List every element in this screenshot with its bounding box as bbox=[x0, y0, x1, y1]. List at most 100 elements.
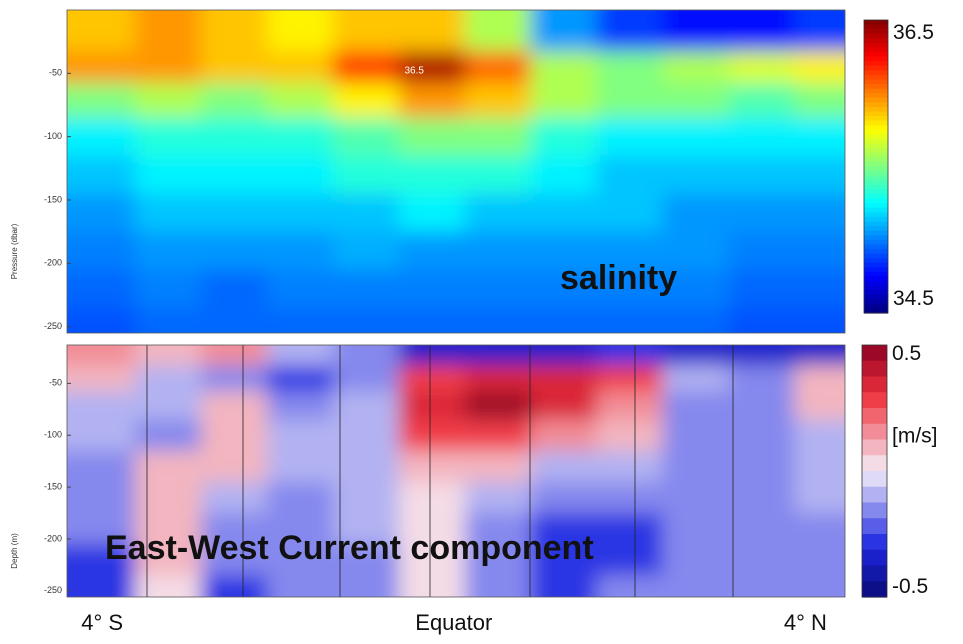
colorbar-step bbox=[862, 427, 887, 433]
heatmap-cell bbox=[794, 575, 845, 597]
heatmap-cell bbox=[794, 513, 845, 545]
colorbar-step bbox=[864, 93, 888, 99]
heatmap-cell bbox=[728, 82, 795, 119]
colorbar-step bbox=[864, 102, 888, 108]
heatmap-cell bbox=[596, 117, 664, 157]
heatmap-cell bbox=[332, 193, 400, 233]
heatmap-cell bbox=[67, 307, 136, 333]
heatmap-cell bbox=[464, 307, 532, 333]
heatmap-cell bbox=[135, 450, 202, 483]
heatmap-cell bbox=[67, 269, 136, 309]
plot-frame bbox=[66, 344, 846, 598]
heatmap-cell bbox=[530, 365, 598, 392]
heatmap-cell bbox=[201, 82, 268, 119]
heatmap-cell bbox=[67, 513, 136, 545]
heatmap-cell bbox=[794, 307, 845, 333]
heatmap-cell bbox=[67, 155, 136, 195]
colorbar-step bbox=[864, 120, 888, 126]
heatmap-cell bbox=[530, 307, 598, 333]
colorbar-step bbox=[864, 294, 888, 300]
heatmap-cell bbox=[135, 193, 202, 233]
heatmap-cell bbox=[662, 450, 730, 483]
heatmap-cell bbox=[728, 155, 795, 195]
heatmap-cell bbox=[201, 365, 268, 392]
heatmap-cell bbox=[464, 10, 532, 52]
colorbar-step bbox=[864, 203, 888, 209]
heatmap-cell bbox=[596, 51, 664, 84]
colorbar-step bbox=[864, 42, 888, 49]
heatmap-cell bbox=[67, 231, 136, 271]
colorbar-step bbox=[862, 553, 887, 559]
heatmap-cell bbox=[662, 481, 730, 514]
heatmap-cell bbox=[662, 419, 730, 452]
heatmap-cell bbox=[596, 155, 664, 195]
heatmap-cell bbox=[201, 450, 268, 483]
colorbar-step bbox=[862, 435, 887, 441]
y-tick-label: -100 bbox=[44, 430, 62, 440]
colorbar-step bbox=[864, 139, 888, 145]
heatmap-cell bbox=[398, 419, 466, 452]
heatmap-cell bbox=[596, 307, 664, 333]
heatmap-cell bbox=[596, 481, 664, 514]
colorbar-step bbox=[864, 226, 888, 232]
heatmap-cell bbox=[266, 155, 334, 195]
heatmap-cell bbox=[201, 345, 268, 366]
heatmap-cell bbox=[662, 269, 730, 309]
colorbar-step bbox=[864, 235, 888, 241]
colorbar-step bbox=[862, 368, 887, 374]
heatmap-cell bbox=[135, 391, 202, 421]
colorbar-step bbox=[862, 494, 887, 500]
heatmap-cell bbox=[530, 450, 598, 483]
heatmap-cell bbox=[266, 365, 334, 392]
colorbar-step bbox=[864, 166, 888, 172]
heatmap-cell bbox=[596, 450, 664, 483]
heatmap-cell bbox=[530, 51, 598, 84]
heatmap-cell bbox=[398, 51, 466, 84]
heatmap-cell bbox=[794, 345, 845, 366]
y-tick-label: -200 bbox=[44, 533, 62, 543]
heatmap-cell bbox=[332, 82, 400, 119]
heatmap-cell bbox=[201, 419, 268, 452]
colorbar-step bbox=[864, 230, 888, 236]
colorbar-step bbox=[864, 106, 888, 113]
colorbar-step bbox=[862, 360, 887, 366]
heatmap-cell bbox=[728, 391, 795, 421]
heatmap-cell bbox=[201, 391, 268, 421]
colorbar-step bbox=[864, 116, 888, 122]
heatmap-cell bbox=[398, 481, 466, 514]
heatmap-cell bbox=[596, 269, 664, 309]
heatmap-cell bbox=[794, 193, 845, 233]
heatmap-cell bbox=[662, 10, 730, 52]
colorbar-step bbox=[864, 267, 888, 273]
heatmap-cell bbox=[530, 231, 598, 271]
colorbar-step bbox=[864, 248, 888, 255]
colorbar-step bbox=[864, 180, 888, 186]
colorbar-step bbox=[864, 171, 888, 177]
heatmap-cell bbox=[662, 345, 730, 366]
colorbar-step bbox=[864, 152, 888, 158]
colorbar-step bbox=[862, 557, 887, 563]
colorbar-step bbox=[862, 502, 887, 508]
colorbar-step bbox=[864, 303, 888, 310]
colorbar-step bbox=[864, 262, 888, 268]
heatmap-cell bbox=[662, 307, 730, 333]
colorbar-step bbox=[864, 61, 888, 67]
colorbar-step bbox=[862, 415, 887, 421]
heatmap-cell bbox=[728, 10, 795, 52]
heatmap-cell bbox=[398, 544, 466, 576]
heatmap-cell bbox=[530, 481, 598, 514]
colorbar-step bbox=[862, 471, 887, 476]
heatmap-cell bbox=[662, 391, 730, 421]
colorbar-step bbox=[862, 506, 887, 511]
colorbar-step bbox=[862, 388, 887, 393]
heatmap-cell bbox=[67, 117, 136, 157]
heatmap-cell bbox=[135, 544, 202, 576]
heatmap-cell bbox=[135, 513, 202, 545]
y-axis-label: Pressure (dbar) bbox=[10, 223, 19, 279]
heatmap-cell bbox=[464, 481, 532, 514]
colorbar-frame bbox=[861, 344, 888, 598]
heatmap-cell bbox=[596, 419, 664, 452]
heatmap-cell bbox=[530, 513, 598, 545]
colorbar-step bbox=[862, 396, 887, 401]
colorbar-tick-label: 0.5 bbox=[892, 342, 921, 365]
